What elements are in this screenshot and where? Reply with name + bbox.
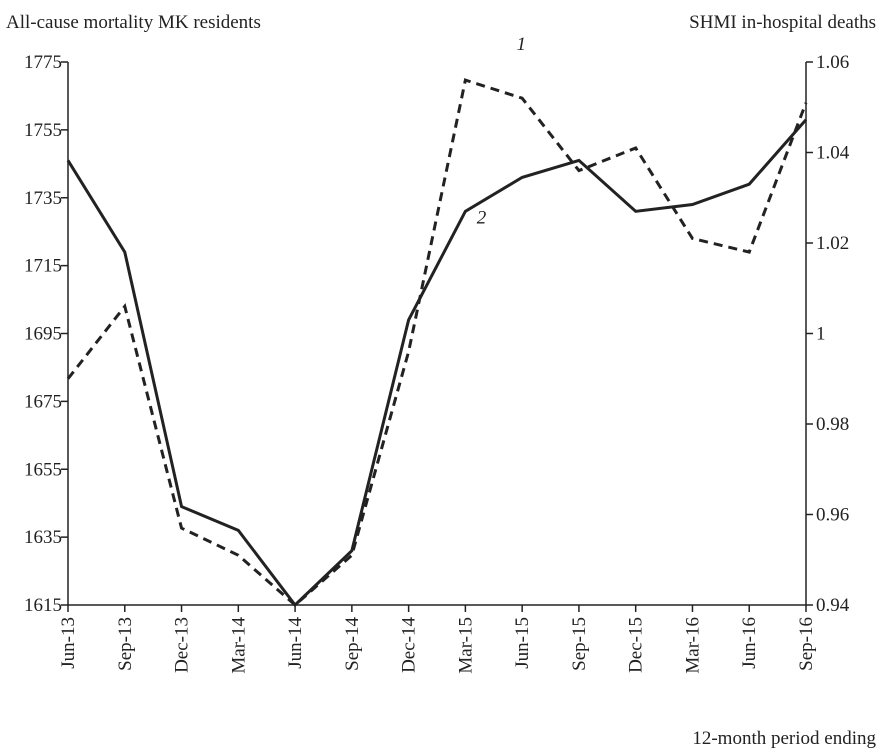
y2-tick-label: 1.06 bbox=[816, 52, 849, 73]
axis-frame bbox=[67, 62, 807, 606]
x-tick-label: Jun-14 bbox=[285, 617, 306, 669]
y-tick-label: 1775 bbox=[24, 52, 62, 73]
x-tick-label: Mar-15 bbox=[455, 617, 476, 674]
y-tick-label: 1675 bbox=[24, 391, 62, 412]
y2-tick-label: 0.96 bbox=[816, 505, 849, 526]
series-line bbox=[66, 78, 808, 607]
y-tick-label: 1715 bbox=[24, 256, 62, 277]
y2-tick-label: 1 bbox=[816, 324, 826, 345]
x-tick-label: Dec-14 bbox=[399, 617, 420, 673]
x-tick-label: Sep-14 bbox=[342, 617, 363, 671]
x-tick-label: Jun-15 bbox=[512, 617, 533, 669]
x-tick-label: Mar-14 bbox=[228, 617, 249, 674]
x-tick-label: Jun-13 bbox=[58, 617, 79, 669]
y-tick-label: 1615 bbox=[24, 595, 62, 616]
x-tick-label: Sep-13 bbox=[115, 617, 136, 671]
y-tick-label: 1695 bbox=[24, 324, 62, 345]
x-tick-label: Dec-13 bbox=[172, 617, 193, 673]
x-tick-label: Sep-15 bbox=[569, 617, 590, 671]
x-tick-label: Jun-16 bbox=[739, 617, 760, 669]
y-axis-title: All-cause mortality MK residents bbox=[6, 12, 261, 33]
y-tick-label: 1735 bbox=[24, 188, 62, 209]
y2-axis-title: SHMI in-hospital deaths bbox=[689, 12, 876, 33]
y2-tick-label: 1.04 bbox=[816, 143, 850, 164]
x-tick-label: Dec-15 bbox=[626, 617, 647, 673]
y-tick-label: 1655 bbox=[24, 459, 62, 480]
y2-tick-label: 1.02 bbox=[816, 233, 849, 254]
y2-tick-label: 0.98 bbox=[816, 414, 849, 435]
x-tick-label: Mar-16 bbox=[682, 617, 703, 674]
x-axis-title: 12-month period ending bbox=[692, 728, 876, 749]
y-tick-label: 1635 bbox=[24, 527, 62, 548]
y2-tick-label: 0.94 bbox=[816, 595, 850, 616]
series-label: 1 bbox=[516, 34, 526, 55]
series-line bbox=[66, 118, 808, 608]
x-tick-label: Sep-16 bbox=[796, 617, 817, 671]
y-tick-label: 1755 bbox=[24, 120, 62, 141]
series-label: 2 bbox=[477, 207, 487, 228]
